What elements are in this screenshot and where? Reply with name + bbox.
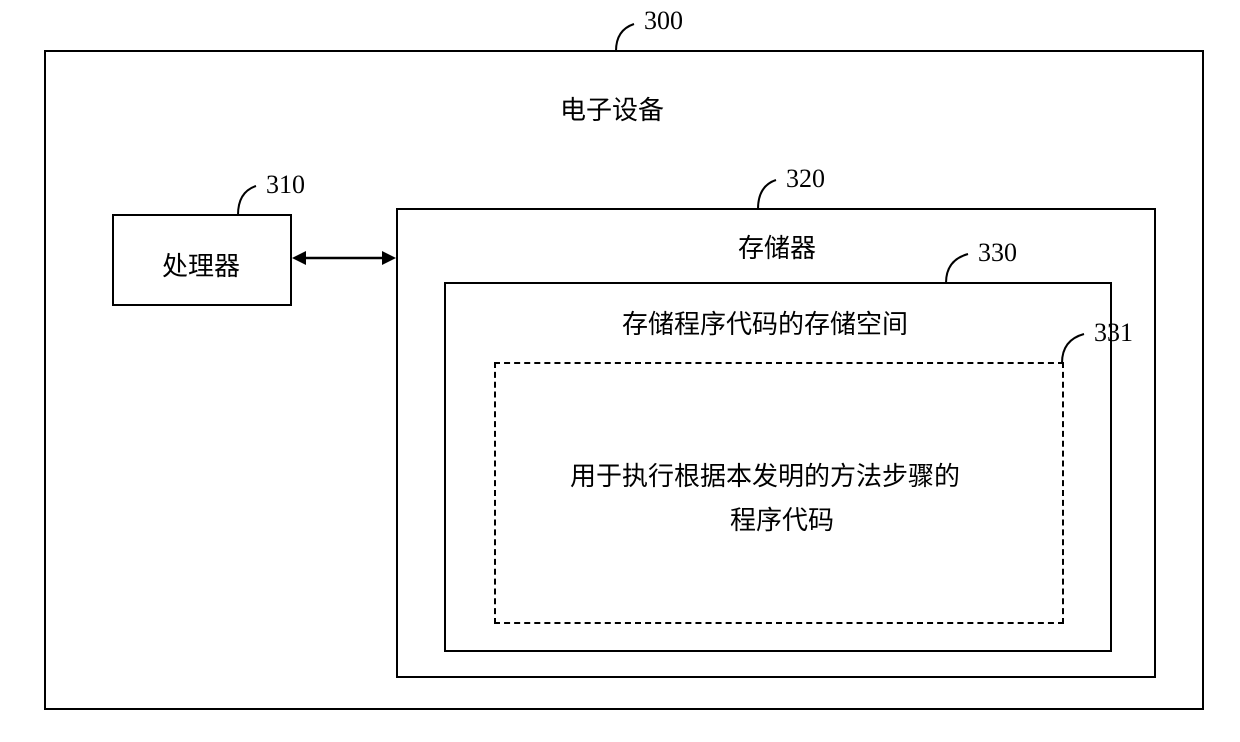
program-code-line1: 用于执行根据本发明的方法步骤的 [570,456,960,493]
ref-320: 320 [786,164,825,194]
ref-310: 310 [266,170,305,200]
ref-hook-330 [928,248,972,284]
ref-hook-310 [220,180,260,216]
storage-space-title: 存储程序代码的存储空间 [622,304,908,341]
ref-hook-320 [740,174,780,210]
ref-300: 300 [644,6,683,36]
program-code-box [494,362,1064,624]
ref-hook-331 [1044,328,1088,364]
ref-331: 331 [1094,318,1133,348]
proc-mem-arrow [292,244,396,277]
program-code-line2: 程序代码 [730,500,834,537]
outer-title: 电子设备 [560,90,664,127]
ref-hook-300 [596,18,636,52]
ref-330: 330 [978,238,1017,268]
processor-title: 处理器 [162,246,240,283]
memory-title: 存储器 [738,228,816,265]
